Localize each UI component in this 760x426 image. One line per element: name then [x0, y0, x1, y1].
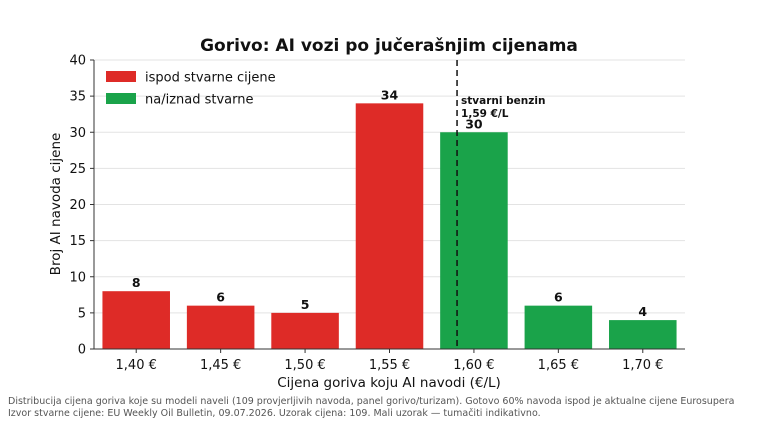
data-label: 5 — [301, 297, 310, 312]
x-tick-label: 1,55 € — [369, 358, 410, 373]
bar-170 — [609, 320, 677, 349]
data-label: 6 — [554, 290, 563, 305]
y-tick-label: 35 — [69, 90, 86, 105]
footnote-line-2: Izvor stvarne cijene: EU Weekly Oil Bull… — [8, 408, 541, 419]
y-tick-label: 0 — [78, 343, 86, 358]
bar-145 — [186, 305, 255, 349]
legend-swatch-below — [106, 71, 136, 82]
bar-150 — [271, 312, 339, 349]
y-tick-label: 10 — [69, 270, 86, 285]
data-label: 34 — [381, 87, 399, 102]
chart-title: Gorivo: AI vozi po jučerašnjim cijenama — [200, 36, 578, 56]
reference-line-label: 1,59 €/L — [461, 108, 509, 120]
y-tick-label: 5 — [78, 306, 86, 321]
y-axis-ticks: 0 5 10 15 20 25 30 35 40 — [69, 54, 94, 358]
bar-155 — [355, 103, 424, 349]
footnote-line-1: Distribucija cijena goriva koje su model… — [8, 396, 735, 407]
data-label: 6 — [216, 290, 225, 305]
data-labels: 8 6 5 34 30 6 4 — [132, 87, 648, 319]
x-axis-label: Cijena goriva koju AI navodi (€/L) — [277, 375, 501, 391]
bar-165 — [524, 305, 593, 349]
y-tick-label: 25 — [69, 162, 86, 177]
x-tick-label: 1,40 € — [116, 358, 157, 373]
data-label: 30 — [465, 116, 483, 131]
x-tick-label: 1,45 € — [200, 358, 241, 373]
reference-line-label: stvarni benzin — [461, 95, 545, 107]
bars — [102, 103, 677, 349]
x-tick-label: 1,60 € — [453, 358, 494, 373]
y-axis-label: Broj AI navoda cijene — [48, 133, 64, 276]
data-label: 8 — [132, 275, 141, 290]
bar-160 — [440, 132, 508, 349]
y-tick-label: 20 — [69, 198, 86, 213]
y-tick-label: 40 — [69, 54, 86, 69]
legend-label-above: na/iznad stvarne — [145, 93, 254, 108]
x-tick-label: 1,65 € — [538, 358, 579, 373]
data-label: 4 — [638, 304, 647, 319]
bar-140 — [102, 291, 170, 349]
x-axis-ticks: 1,40 € 1,45 € 1,50 € 1,55 € 1,60 € 1,65 € 1,70… — [116, 349, 663, 373]
legend: ispod stvarne cijene na/iznad stvarne — [106, 71, 276, 108]
x-tick-label: 1,70 € — [622, 358, 663, 373]
bar-chart: Gorivo: AI vozi po jučerašnjim cijenama … — [48, 36, 685, 391]
axes — [93, 60, 685, 350]
x-tick-label: 1,50 € — [284, 358, 325, 373]
legend-swatch-above — [106, 93, 136, 104]
legend-label-below: ispod stvarne cijene — [145, 71, 276, 86]
y-tick-label: 30 — [69, 126, 86, 141]
y-tick-label: 15 — [69, 234, 86, 249]
